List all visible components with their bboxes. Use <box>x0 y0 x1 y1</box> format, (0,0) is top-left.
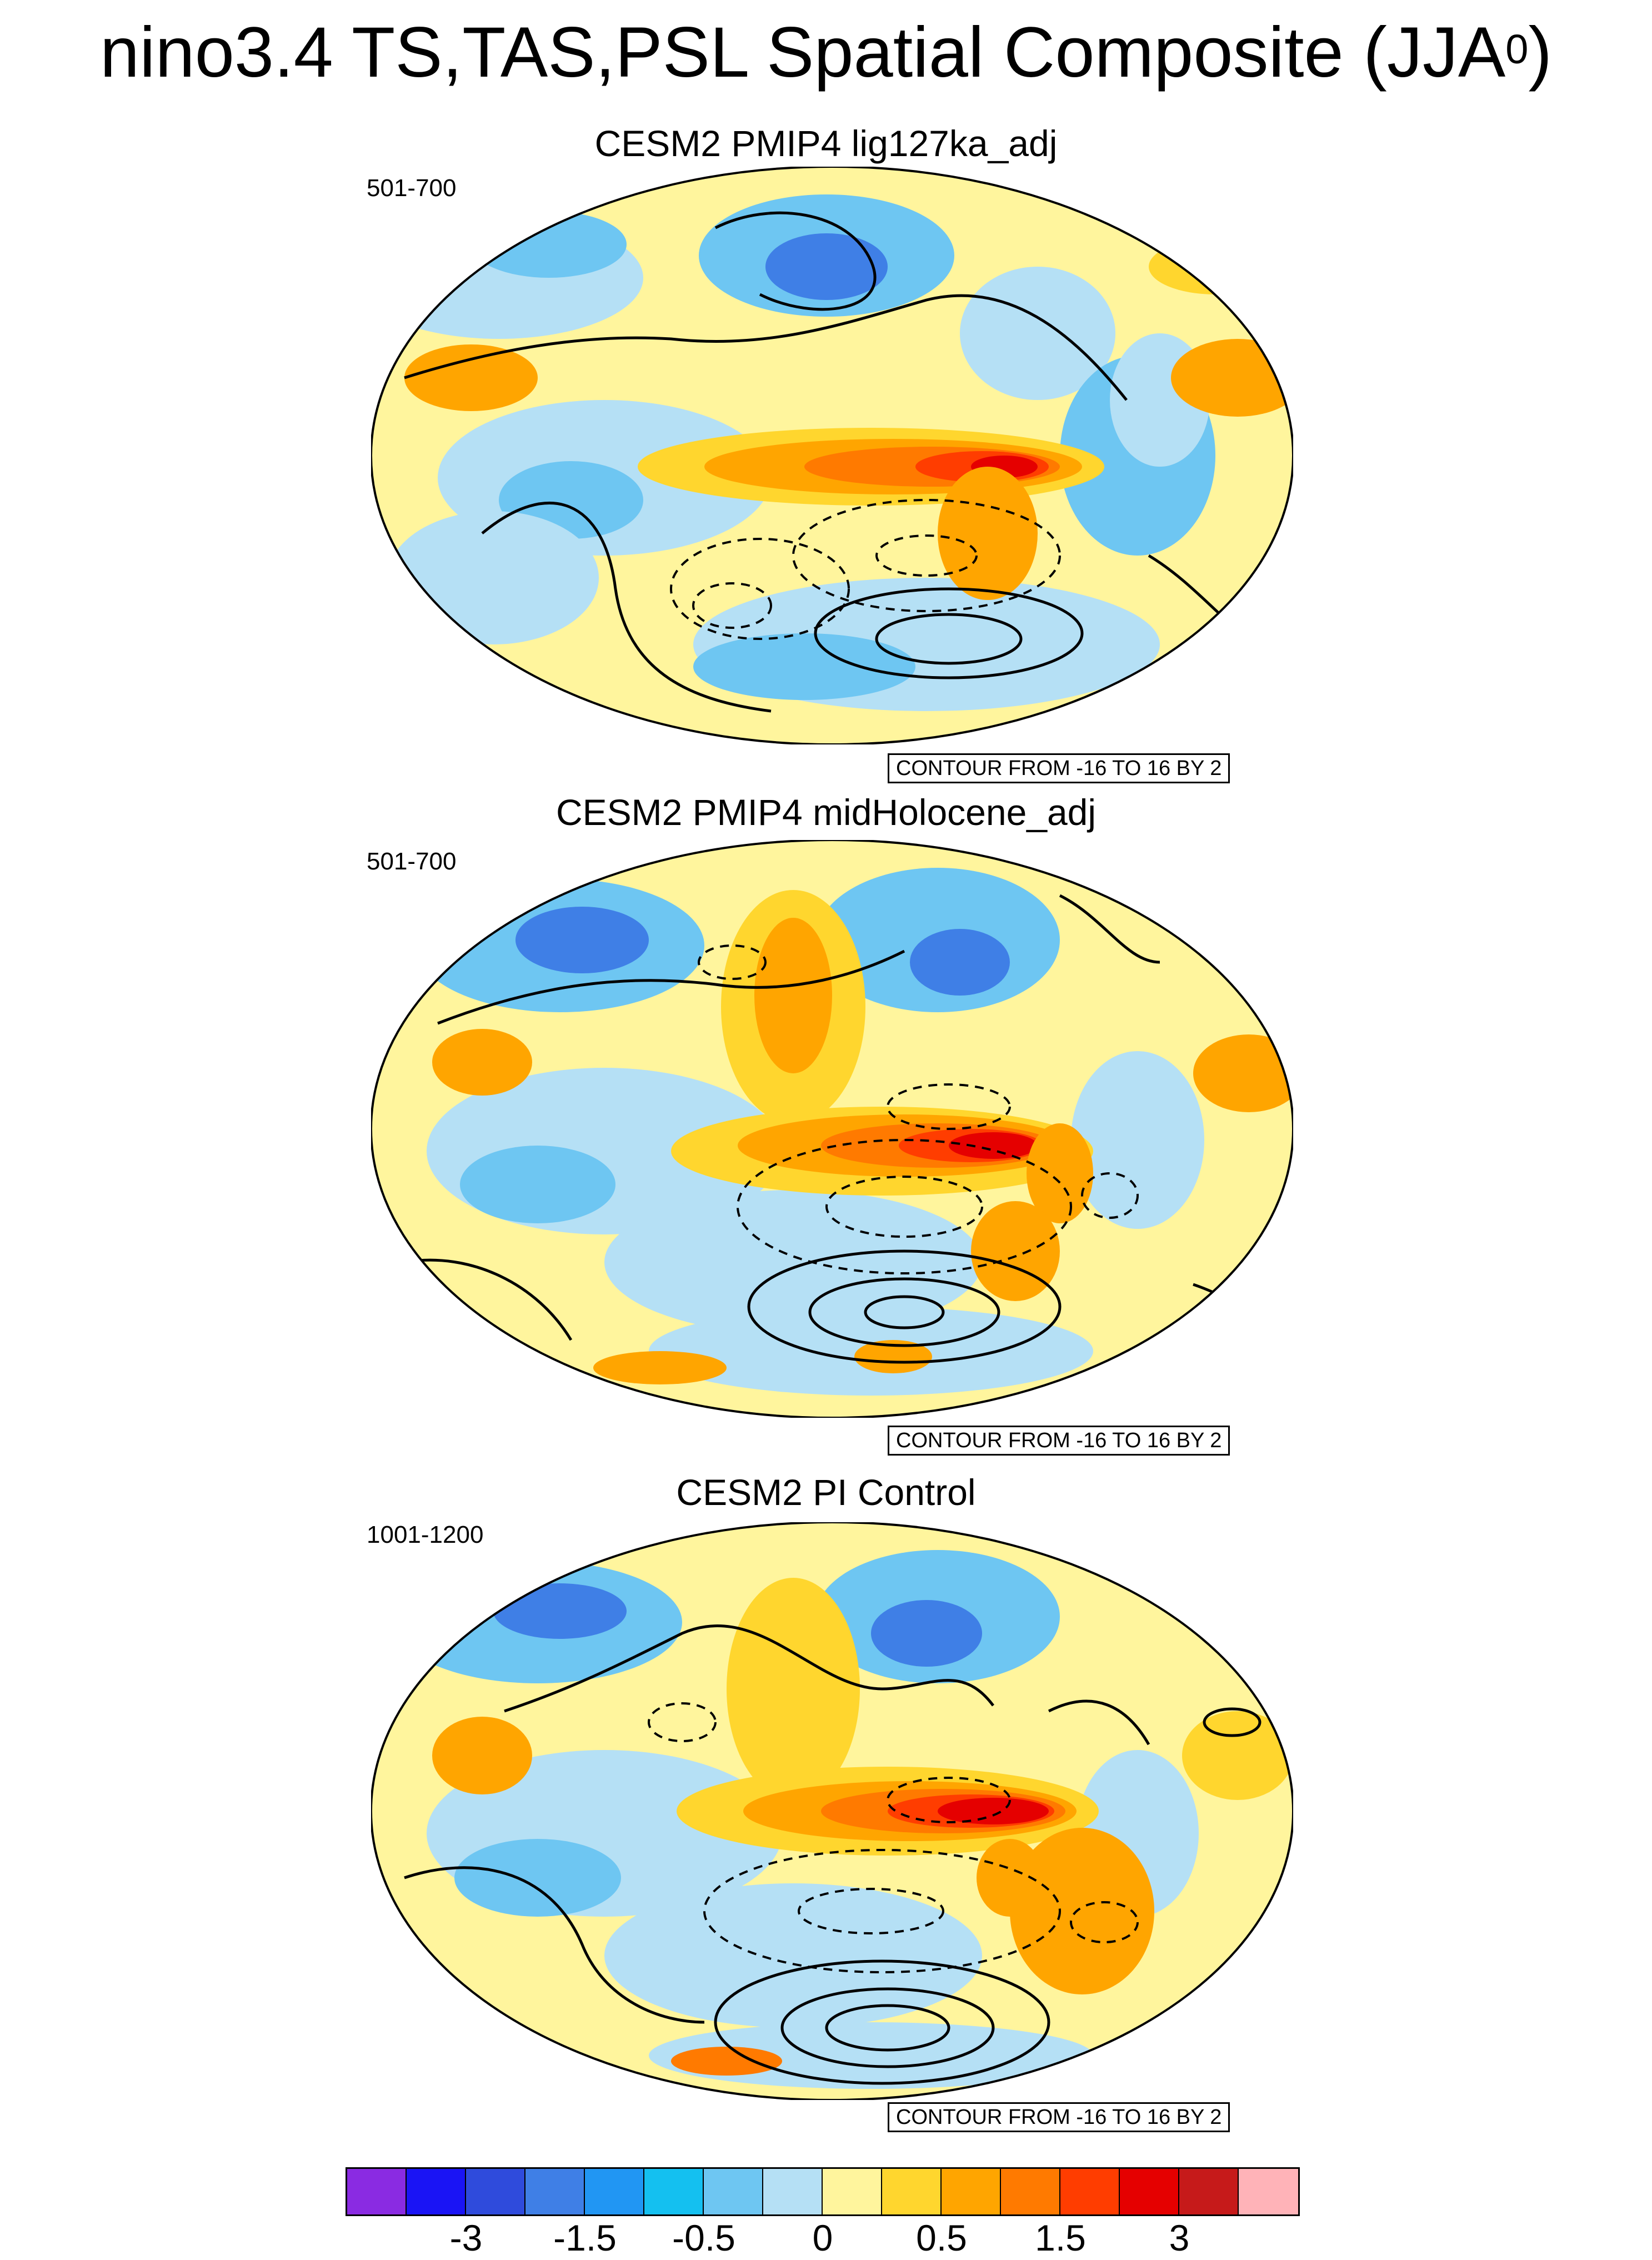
colorbar-swatch <box>1060 2169 1120 2214</box>
colorbar-swatch <box>585 2169 644 2214</box>
colorbar-tick-label: 3 <box>1169 2217 1190 2258</box>
colorbar-tick-label: -0.5 <box>672 2217 735 2258</box>
contour-info-box: CONTOUR FROM -16 TO 16 BY 2 <box>888 753 1230 783</box>
psl-contours-negative <box>698 944 1139 1274</box>
colorbar-swatch <box>466 2169 525 2214</box>
colorbar-swatch <box>407 2169 466 2214</box>
colorbar-swatch <box>882 2169 942 2214</box>
colorbar-swatch <box>823 2169 882 2214</box>
colorbar-swatch <box>1239 2169 1298 2214</box>
colorbar-tick-label: 1.5 <box>1035 2217 1086 2258</box>
colorbar-swatch <box>942 2169 1001 2214</box>
psl-contours-negative <box>670 499 1061 640</box>
map-plot <box>371 1522 1293 2100</box>
panel-title: CESM2 PMIP4 lig127ka_adj <box>594 123 1058 164</box>
colorbar-swatch <box>644 2169 704 2214</box>
psl-contours-negative <box>648 1702 1139 1973</box>
colorbar <box>346 2167 1300 2216</box>
colorbar-swatch <box>347 2169 407 2214</box>
panel-title: CESM2 PI Control <box>676 1472 976 1513</box>
figure-title-superscript: 0 <box>1505 26 1529 72</box>
psl-contours <box>404 1624 1261 2085</box>
figure-title: nino3.4 TS,TAS,PSL Spatial Composite (JJ… <box>0 11 1652 94</box>
colorbar-swatch <box>1120 2169 1179 2214</box>
map-fill <box>371 840 1293 1418</box>
figure-title-close: ) <box>1528 13 1553 92</box>
panel-years: 501-700 <box>367 848 457 875</box>
map-plot <box>371 167 1293 744</box>
colorbar-swatch <box>1001 2169 1060 2214</box>
colorbar-tick-label: 0.5 <box>916 2217 967 2258</box>
colorbar-tick-label: -1.5 <box>553 2217 617 2258</box>
contour-info-box: CONTOUR FROM -16 TO 16 BY 2 <box>888 1426 1230 1456</box>
colorbar-swatch <box>525 2169 585 2214</box>
panel-years: 501-700 <box>367 174 457 202</box>
panel-years: 1001-1200 <box>367 1521 484 1548</box>
panel-title: CESM2 PMIP4 midHolocene_adj <box>555 792 1097 833</box>
colorbar-swatch <box>704 2169 763 2214</box>
map-fill <box>371 1522 1293 2100</box>
colorbar-tick-label: 0 <box>812 2217 833 2258</box>
figure-title-text: nino3.4 TS,TAS,PSL Spatial Composite (JJ… <box>99 13 1506 92</box>
colorbar-swatch <box>1179 2169 1239 2214</box>
colorbar-swatch <box>763 2169 823 2214</box>
contour-info-box: CONTOUR FROM -16 TO 16 BY 2 <box>888 2102 1230 2132</box>
map-fill <box>371 167 1293 744</box>
map-plot <box>371 840 1293 1418</box>
colorbar-tick-label: -3 <box>449 2217 483 2258</box>
